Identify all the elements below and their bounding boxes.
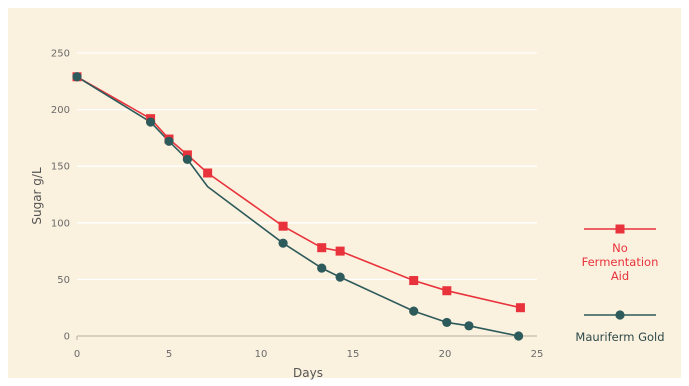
x-tick-label: 10 [255, 349, 268, 360]
data-point-circle [164, 137, 173, 146]
x-tick-label: 15 [347, 349, 360, 360]
axes: 0 50 100 150 200 250 0 5 10 15 20 25 [51, 49, 543, 361]
data-point-circle [464, 321, 473, 330]
legend-label-1: Fermentation [582, 255, 659, 269]
y-axis-label: Sugar g/L [30, 167, 44, 225]
data-point-circle [72, 72, 81, 81]
x-tick-label: 20 [439, 349, 452, 360]
data-point-circle [442, 318, 451, 327]
x-axis-label: Days [293, 366, 323, 380]
legend-marker-square [616, 225, 625, 234]
series-line-1 [77, 77, 520, 308]
data-point-square [317, 243, 326, 252]
gridlines [77, 53, 537, 279]
data-point-circle [146, 117, 155, 126]
x-tick-label: 0 [74, 349, 80, 360]
y-tick-label: 0 [64, 332, 70, 343]
data-point-square [279, 222, 288, 231]
data-point-square [203, 168, 212, 177]
data-point-circle [514, 331, 523, 340]
legend-label-1: Aid [611, 269, 629, 283]
y-tick-label: 50 [57, 275, 70, 286]
series-lines [77, 77, 520, 336]
legend-label-1: No [612, 241, 628, 255]
data-point-circle [183, 155, 192, 164]
data-point-square [516, 303, 525, 312]
data-point-circle [409, 306, 418, 315]
y-tick-label: 150 [51, 162, 70, 173]
data-point-square [442, 286, 451, 295]
legend-marker-circle [615, 310, 624, 319]
data-point-circle [278, 239, 287, 248]
data-point-square [409, 276, 418, 285]
x-tick-label: 5 [166, 349, 172, 360]
x-tick-label: 25 [531, 349, 544, 360]
legend-label-2: Mauriferm Gold [575, 330, 664, 344]
series-line-2 [77, 77, 519, 336]
y-tick-label: 200 [51, 105, 70, 116]
data-point-circle [336, 273, 345, 282]
data-point-square [336, 247, 345, 256]
data-point-circle [317, 263, 326, 272]
y-tick-label: 100 [51, 218, 70, 229]
y-tick-label: 250 [51, 49, 70, 60]
